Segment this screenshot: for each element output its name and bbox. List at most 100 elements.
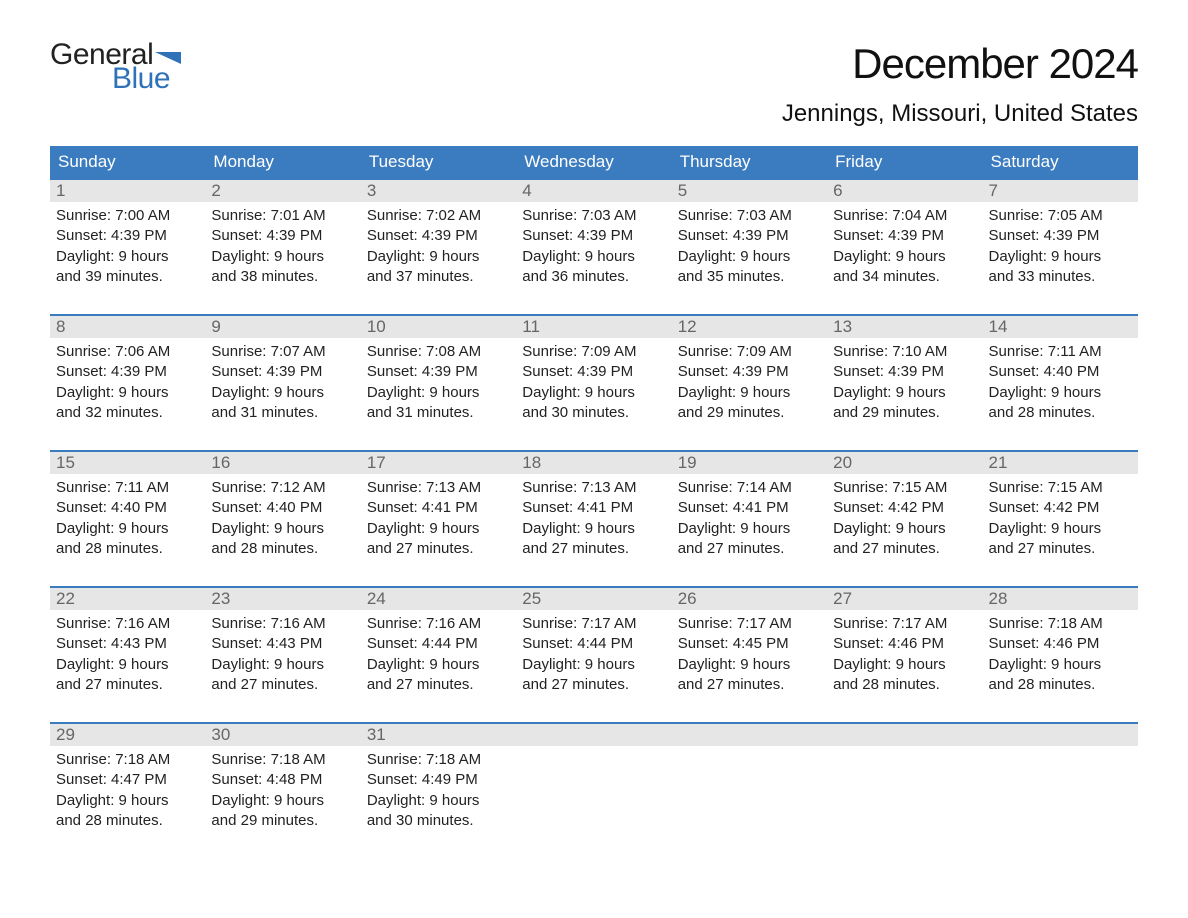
day-number: . — [983, 724, 1138, 746]
daylight-line-2: and 27 minutes. — [522, 675, 665, 695]
daylight-line-2: and 27 minutes. — [367, 675, 510, 695]
calendar-week: 29Sunrise: 7:18 AMSunset: 4:47 PMDayligh… — [50, 722, 1138, 844]
day-number: 4 — [516, 180, 671, 202]
daylight-line-2: and 27 minutes. — [833, 539, 976, 559]
daylight-line-1: Daylight: 9 hours — [211, 519, 354, 539]
weekday-wednesday: Wednesday — [516, 146, 671, 178]
daylight-line-1: Daylight: 9 hours — [367, 383, 510, 403]
day-details: Sunrise: 7:18 AMSunset: 4:49 PMDaylight:… — [361, 746, 516, 839]
daylight-line-2: and 32 minutes. — [56, 403, 199, 423]
sunrise-line: Sunrise: 7:11 AM — [989, 342, 1132, 362]
day-number: 23 — [205, 588, 360, 610]
calendar-day: 14 Sunrise: 7:11 AMSunset: 4:40 PMDayligh… — [983, 316, 1138, 436]
daylight-line-2: and 33 minutes. — [989, 267, 1132, 287]
sunset-line: Sunset: 4:44 PM — [367, 634, 510, 654]
daylight-line-1: Daylight: 9 hours — [989, 519, 1132, 539]
daylight-line-1: Daylight: 9 hours — [211, 247, 354, 267]
sunrise-line: Sunrise: 7:18 AM — [367, 750, 510, 770]
daylight-line-1: Daylight: 9 hours — [56, 791, 199, 811]
sunset-line: Sunset: 4:46 PM — [989, 634, 1132, 654]
day-details: Sunrise: 7:13 AMSunset: 4:41 PMDaylight:… — [361, 474, 516, 567]
day-details: Sunrise: 7:00 AMSunset: 4:39 PMDaylight:… — [50, 202, 205, 295]
calendar-day: 17Sunrise: 7:13 AMSunset: 4:41 PMDayligh… — [361, 452, 516, 572]
daylight-line-2: and 39 minutes. — [56, 267, 199, 287]
day-number: 28 — [983, 588, 1138, 610]
day-number: 14 — [983, 316, 1138, 338]
sunrise-line: Sunrise: 7:15 AM — [989, 478, 1132, 498]
sunset-line: Sunset: 4:40 PM — [211, 498, 354, 518]
calendar-day: 23Sunrise: 7:16 AMSunset: 4:43 PMDayligh… — [205, 588, 360, 708]
day-details: Sunrise: 7:11 AMSunset: 4:40 PMDaylight:… — [50, 474, 205, 567]
sunrise-line: Sunrise: 7:15 AM — [833, 478, 976, 498]
weekday-monday: Monday — [205, 146, 360, 178]
weekday-sunday: Sunday — [50, 146, 205, 178]
daylight-line-1: Daylight: 9 hours — [367, 655, 510, 675]
daylight-line-1: Daylight: 9 hours — [367, 247, 510, 267]
daylight-line-1: Daylight: 9 hours — [989, 383, 1132, 403]
calendar-day: 25Sunrise: 7:17 AMSunset: 4:44 PMDayligh… — [516, 588, 671, 708]
daylight-line-1: Daylight: 9 hours — [833, 519, 976, 539]
sunset-line: Sunset: 4:41 PM — [678, 498, 821, 518]
daylight-line-2: and 28 minutes. — [833, 675, 976, 695]
daylight-line-1: Daylight: 9 hours — [989, 655, 1132, 675]
sunrise-line: Sunrise: 7:17 AM — [678, 614, 821, 634]
daylight-line-1: Daylight: 9 hours — [833, 247, 976, 267]
calendar-week: 15Sunrise: 7:11 AMSunset: 4:40 PMDayligh… — [50, 450, 1138, 572]
sunrise-line: Sunrise: 7:18 AM — [211, 750, 354, 770]
daylight-line-2: and 27 minutes. — [678, 539, 821, 559]
daylight-line-2: and 37 minutes. — [367, 267, 510, 287]
day-number: 15 — [50, 452, 205, 474]
sunrise-line: Sunrise: 7:16 AM — [211, 614, 354, 634]
daylight-line-1: Daylight: 9 hours — [522, 519, 665, 539]
daylight-line-1: Daylight: 9 hours — [833, 655, 976, 675]
daylight-line-2: and 30 minutes. — [522, 403, 665, 423]
day-number: 9 — [205, 316, 360, 338]
day-details: Sunrise: 7:16 AMSunset: 4:43 PMDaylight:… — [205, 610, 360, 703]
sunset-line: Sunset: 4:41 PM — [522, 498, 665, 518]
sunset-line: Sunset: 4:42 PM — [833, 498, 976, 518]
sunrise-line: Sunrise: 7:02 AM — [367, 206, 510, 226]
calendar-day: 12Sunrise: 7:09 AMSunset: 4:39 PMDayligh… — [672, 316, 827, 436]
day-number: 11 — [516, 316, 671, 338]
logo-word-blue: Blue — [112, 64, 181, 94]
daylight-line-1: Daylight: 9 hours — [989, 247, 1132, 267]
day-number: 20 — [827, 452, 982, 474]
day-number: 22 — [50, 588, 205, 610]
day-details: Sunrise: 7:12 AMSunset: 4:40 PMDaylight:… — [205, 474, 360, 567]
daylight-line-2: and 27 minutes. — [678, 675, 821, 695]
day-details: Sunrise: 7:03 AMSunset: 4:39 PMDaylight:… — [516, 202, 671, 295]
calendar-day: 10Sunrise: 7:08 AMSunset: 4:39 PMDayligh… — [361, 316, 516, 436]
calendar-day: . — [983, 724, 1138, 844]
sunset-line: Sunset: 4:39 PM — [367, 226, 510, 246]
sunset-line: Sunset: 4:41 PM — [367, 498, 510, 518]
daylight-line-1: Daylight: 9 hours — [678, 383, 821, 403]
day-number: 31 — [361, 724, 516, 746]
sunrise-line: Sunrise: 7:06 AM — [56, 342, 199, 362]
sunrise-line: Sunrise: 7:18 AM — [989, 614, 1132, 634]
daylight-line-2: and 38 minutes. — [211, 267, 354, 287]
daylight-line-2: and 28 minutes. — [56, 811, 199, 831]
calendar-day: 16Sunrise: 7:12 AMSunset: 4:40 PMDayligh… — [205, 452, 360, 572]
weekday-friday: Friday — [827, 146, 982, 178]
day-details: Sunrise: 7:01 AMSunset: 4:39 PMDaylight:… — [205, 202, 360, 295]
day-details: Sunrise: 7:02 AMSunset: 4:39 PMDaylight:… — [361, 202, 516, 295]
day-details: Sunrise: 7:15 AMSunset: 4:42 PMDaylight:… — [983, 474, 1138, 567]
sunrise-line: Sunrise: 7:17 AM — [833, 614, 976, 634]
day-details: Sunrise: 7:18 AMSunset: 4:47 PMDaylight:… — [50, 746, 205, 839]
sunrise-line: Sunrise: 7:13 AM — [367, 478, 510, 498]
daylight-line-2: and 31 minutes. — [211, 403, 354, 423]
calendar-day: 13Sunrise: 7:10 AMSunset: 4:39 PMDayligh… — [827, 316, 982, 436]
daylight-line-2: and 28 minutes. — [989, 403, 1132, 423]
daylight-line-1: Daylight: 9 hours — [522, 247, 665, 267]
sunrise-line: Sunrise: 7:18 AM — [56, 750, 199, 770]
weekday-header: Sunday Monday Tuesday Wednesday Thursday… — [50, 146, 1138, 178]
calendar-day: 4Sunrise: 7:03 AMSunset: 4:39 PMDaylight… — [516, 180, 671, 300]
calendar-day: 28 Sunrise: 7:18 AMSunset: 4:46 PMDayligh… — [983, 588, 1138, 708]
day-number: 17 — [361, 452, 516, 474]
weekday-tuesday: Tuesday — [361, 146, 516, 178]
sunset-line: Sunset: 4:40 PM — [989, 362, 1132, 382]
day-details: Sunrise: 7:17 AMSunset: 4:46 PMDaylight:… — [827, 610, 982, 703]
day-details: Sunrise: 7:08 AMSunset: 4:39 PMDaylight:… — [361, 338, 516, 431]
daylight-line-1: Daylight: 9 hours — [678, 519, 821, 539]
weekday-thursday: Thursday — [672, 146, 827, 178]
